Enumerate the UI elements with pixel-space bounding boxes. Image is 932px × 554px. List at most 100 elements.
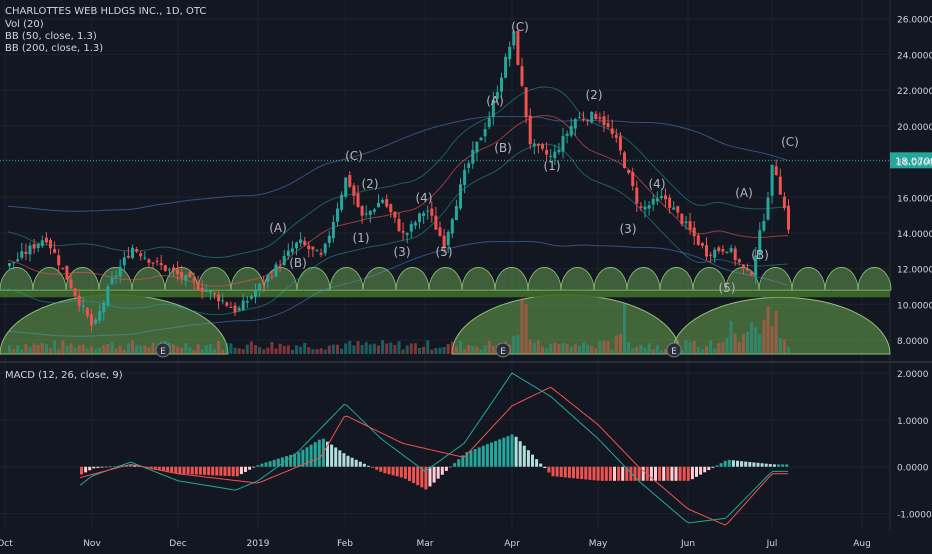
candle-body xyxy=(81,305,85,307)
candle-body xyxy=(307,245,311,249)
macd-histogram-bar xyxy=(166,466,170,472)
wave-label: (2) xyxy=(586,88,603,102)
candle-body xyxy=(163,265,167,271)
candle-body xyxy=(270,276,274,278)
candle-body xyxy=(729,248,733,252)
volume-bar xyxy=(553,342,557,354)
macd-histogram-bar xyxy=(379,466,383,472)
candle-body xyxy=(356,193,360,207)
candle-body xyxy=(49,240,52,249)
volume-bar xyxy=(40,343,44,354)
macd-histogram-bar xyxy=(170,466,174,473)
candle-body xyxy=(327,235,331,244)
candle-body xyxy=(610,128,614,134)
macd-histogram-bar xyxy=(567,466,571,478)
macd-histogram-bar xyxy=(723,460,727,467)
volume-bar xyxy=(151,342,155,354)
candle-body xyxy=(639,206,643,208)
volume-profile-bump xyxy=(197,267,232,291)
candle-body xyxy=(594,113,598,120)
volume-profile-bump xyxy=(626,267,661,291)
volume-bar xyxy=(549,343,553,354)
candle-body xyxy=(90,314,93,326)
macd-histogram-bar xyxy=(80,466,83,475)
candle-body xyxy=(446,232,450,245)
volume-profile-bump xyxy=(593,267,628,291)
volume-bar xyxy=(598,340,602,354)
macd-histogram-bar xyxy=(506,436,510,467)
macd-histogram-bar xyxy=(715,465,719,467)
wave-label: (A) xyxy=(486,94,504,108)
volume-bar xyxy=(635,346,639,354)
candle-body xyxy=(528,115,532,145)
volume-bar xyxy=(204,345,208,354)
candle-body xyxy=(126,255,130,258)
candle-body xyxy=(516,30,520,65)
candle-body xyxy=(352,185,356,196)
candle-body xyxy=(196,282,200,290)
volume-bar xyxy=(582,342,585,354)
candle-body xyxy=(192,278,196,282)
wave-label: (3) xyxy=(620,222,637,236)
volume-bar xyxy=(623,303,626,354)
volume-bar xyxy=(438,347,442,354)
bb200-legend: BB (200, close, 1.3) xyxy=(5,43,104,54)
volume-profile-bump xyxy=(362,267,397,291)
candle-body xyxy=(721,249,725,252)
time-tick-label: May xyxy=(589,539,608,549)
volume-bar xyxy=(188,347,192,354)
wave-label: (2) xyxy=(362,177,379,191)
candle-body xyxy=(16,259,20,262)
candle-body xyxy=(766,197,770,220)
candle-body xyxy=(590,112,594,123)
candle-body xyxy=(135,249,139,252)
candle-body xyxy=(413,222,417,226)
candle-body xyxy=(664,195,667,200)
macd-histogram-bar xyxy=(285,456,288,467)
volume-bar xyxy=(77,345,81,354)
volume-bar xyxy=(315,349,319,354)
last-price-label: 18.0700 xyxy=(895,156,932,167)
volume-bar xyxy=(192,349,196,354)
candle-body xyxy=(627,170,631,173)
candle-body xyxy=(479,137,483,141)
candle-body xyxy=(131,247,134,258)
candle-body xyxy=(491,99,495,117)
candle-body xyxy=(541,144,544,149)
time-tick-label: Nov xyxy=(83,539,101,549)
volume-bar xyxy=(467,345,471,354)
macd-histogram-bar xyxy=(157,466,161,470)
candle-body xyxy=(348,175,352,187)
volume-bar xyxy=(81,344,85,354)
time-tick-label: 2019 xyxy=(247,539,270,549)
candle-body xyxy=(77,295,81,306)
candle-body xyxy=(118,266,122,277)
volume-bar xyxy=(454,346,458,354)
macd-histogram-bar xyxy=(428,466,432,487)
bb200-lower-line xyxy=(7,240,789,337)
candle-body xyxy=(459,184,462,209)
candle-body xyxy=(586,120,590,122)
candle-body xyxy=(315,250,319,252)
volume-bar xyxy=(61,340,65,354)
grid-layer xyxy=(0,0,932,530)
macd-histogram-bar xyxy=(375,466,379,470)
wave-label: (B) xyxy=(289,256,307,270)
macd-histogram-bar xyxy=(768,464,772,467)
macd-histogram-bar xyxy=(395,466,399,477)
volume-profile-bump xyxy=(0,267,34,291)
macd-histogram-bar xyxy=(510,434,514,467)
candle-body xyxy=(504,56,508,78)
volume-bar xyxy=(594,348,598,354)
candle-body xyxy=(442,235,446,248)
macd-histogram-bar xyxy=(424,466,428,490)
volume-bar xyxy=(717,342,721,354)
candle-body xyxy=(565,133,569,136)
macd-histogram-bar xyxy=(383,466,387,474)
volume-profile-bump xyxy=(824,267,859,291)
macd-histogram-bar xyxy=(211,466,215,476)
candle-body xyxy=(147,259,151,263)
last-price-layer: 18.0700 xyxy=(0,152,932,169)
volume-bar xyxy=(746,331,749,354)
